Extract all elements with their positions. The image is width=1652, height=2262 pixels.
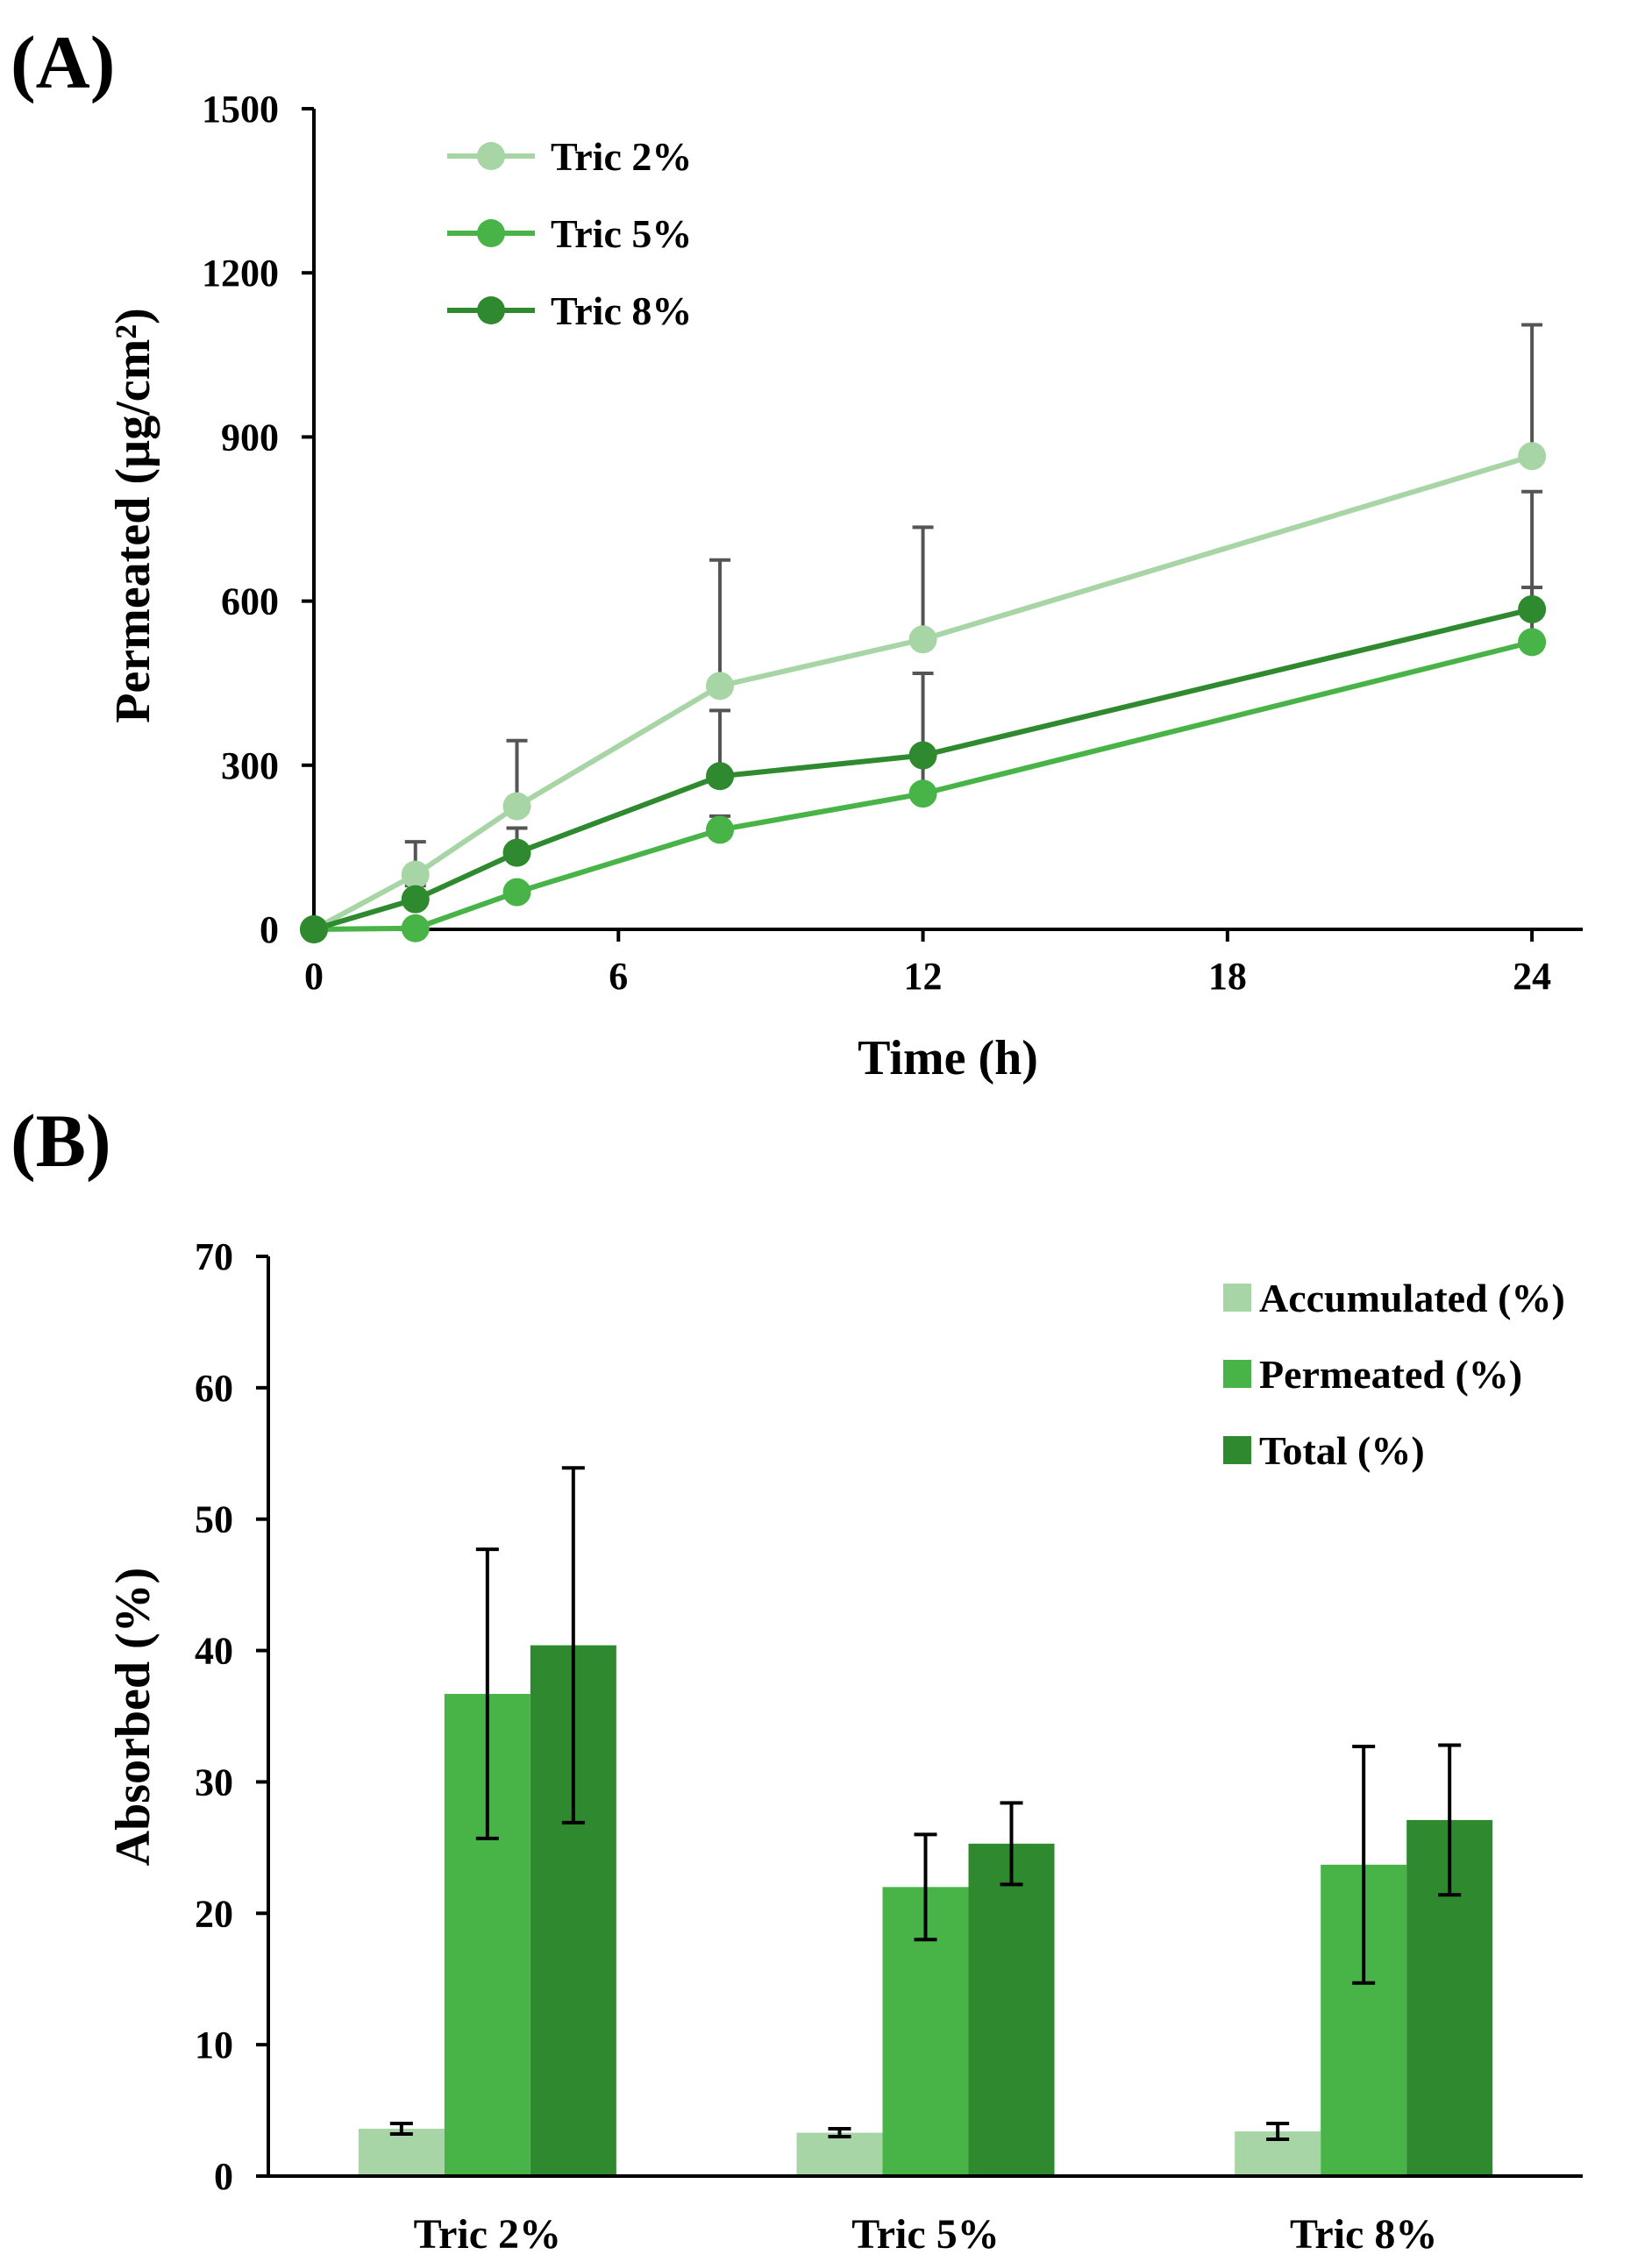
- legend-marker: [477, 142, 505, 170]
- data-point: [908, 741, 937, 770]
- x-tick-label: 6: [609, 955, 628, 998]
- data-point: [502, 838, 531, 867]
- y-tick-label: 50: [195, 1498, 233, 1541]
- legend-swatch: [1223, 1436, 1251, 1464]
- y-tick-label: 60: [195, 1367, 233, 1410]
- series-line-2: [313, 639, 1533, 932]
- line-chart-panel-a: Permeated (µg/cm²) Time (h) 0 300 600 900 12…: [106, 88, 1583, 1085]
- legend-label: Tric 5%: [551, 211, 692, 256]
- legend-label: Tric 8%: [551, 288, 692, 333]
- series-line-3: [313, 607, 1533, 932]
- bar: [968, 1843, 1055, 2176]
- y-axis-title: Absorbed (%): [106, 1568, 160, 1867]
- data-point: [706, 762, 735, 791]
- x-tick-label: 0: [304, 955, 324, 998]
- panel-label-b: (B): [11, 1099, 111, 1183]
- y-tick-label: 10: [195, 2024, 233, 2066]
- legend-label: Permeated (%): [1259, 1352, 1522, 1397]
- y-tick-label: 1200: [202, 252, 279, 295]
- bar: [796, 2132, 883, 2176]
- y-tick-label: 0: [260, 908, 279, 951]
- data-point: [706, 672, 735, 701]
- data-point: [401, 885, 430, 914]
- legend-label: Accumulated (%): [1259, 1276, 1565, 1320]
- y-axis-title: Permeated (µg/cm²): [106, 308, 160, 722]
- y-tick-label: 20: [195, 1892, 233, 1935]
- y-tick-label: 40: [195, 1630, 233, 1673]
- x-tick-label: 24: [1513, 955, 1551, 998]
- x-category-label: Tric 2%: [414, 2211, 561, 2258]
- data-point: [502, 792, 531, 821]
- legend-label: Total (%): [1259, 1428, 1425, 1473]
- data-point: [706, 815, 735, 844]
- data-point: [908, 779, 937, 808]
- data-point: [502, 878, 531, 907]
- data-point: [1518, 628, 1547, 657]
- panel-label-a: (A): [11, 20, 115, 104]
- bar: [358, 2129, 445, 2176]
- data-point: [1518, 594, 1547, 623]
- y-tick-label: 0: [214, 2155, 233, 2198]
- data-point: [1518, 442, 1547, 471]
- data-point: [401, 914, 430, 942]
- legend-label: Tric 2%: [551, 134, 692, 179]
- data-point: [300, 915, 328, 943]
- legend-marker: [477, 296, 505, 324]
- y-tick-label: 70: [195, 1235, 233, 1278]
- legend-swatch: [1223, 1284, 1251, 1312]
- x-axis-title: Time (h): [858, 1031, 1038, 1085]
- y-tick-label: 900: [221, 416, 279, 459]
- data-point: [401, 860, 430, 889]
- legend-swatch: [1223, 1360, 1251, 1388]
- y-tick-label: 300: [221, 744, 279, 787]
- y-tick-label: 30: [195, 1761, 233, 1803]
- x-tick-label: 18: [1208, 955, 1247, 998]
- legend-marker: [477, 219, 505, 247]
- data-point: [908, 625, 937, 654]
- y-tick-label: 1500: [202, 88, 279, 131]
- series-line-1: [312, 453, 1533, 932]
- y-tick-label: 600: [221, 580, 279, 623]
- x-category-label: Tric 5%: [851, 2211, 999, 2258]
- x-tick-label: 12: [904, 955, 943, 998]
- bar-chart-panel-b: Absorbed (%) 0 10 20 30 40 50 60 70 Tric 2% Tric …: [106, 1235, 1583, 2258]
- x-category-label: Tric 8%: [1290, 2211, 1437, 2258]
